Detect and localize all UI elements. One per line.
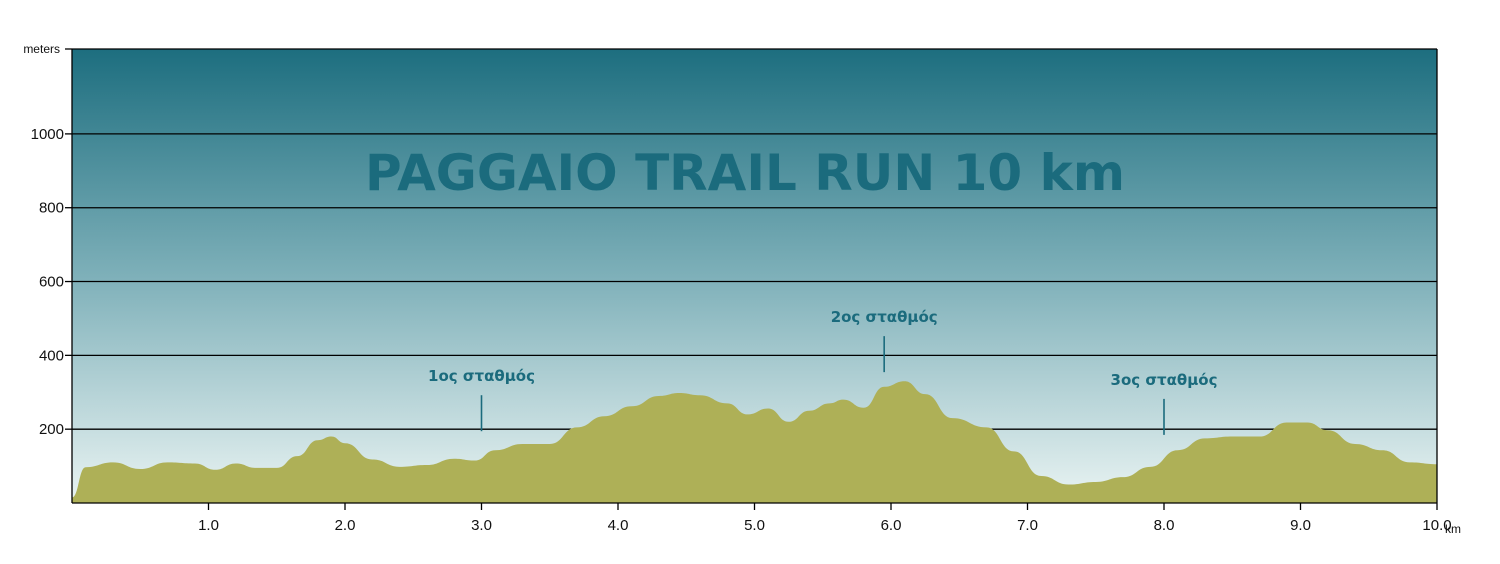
elevation-area [72, 381, 1437, 503]
y-tick-label: 200 [39, 421, 64, 438]
x-tick-label: 9.0 [1290, 517, 1311, 534]
x-tick-label: 3.0 [471, 517, 492, 534]
grid-lines [72, 133, 1437, 430]
y-tick-label: 600 [39, 274, 64, 291]
x-tick-label: 5.0 [744, 517, 765, 534]
y-tick-label: 800 [39, 200, 64, 217]
x-tick-label: 4.0 [608, 517, 629, 534]
x-tick-label: 2.0 [335, 517, 356, 534]
y-tick-label: 400 [39, 347, 64, 364]
y-axis-label: meters [23, 42, 60, 56]
station-label-1: 1ος σταθμός [428, 367, 535, 385]
x-tick-label: 8.0 [1154, 517, 1175, 534]
x-axis-label: km [1445, 522, 1461, 536]
x-tick-label: 6.0 [881, 517, 902, 534]
station-label-2: 2ος σταθμός [831, 308, 938, 326]
y-tick-label: 1000 [31, 126, 64, 143]
x-tick-label: 7.0 [1017, 517, 1038, 534]
station-label-3: 3ος σταθμός [1111, 371, 1218, 389]
chart-title: PAGGAIO TRAIL RUN 10 km [365, 144, 1125, 202]
station-annotations: 1ος σταθμός 2ος σταθμός 3ος σταθμός [428, 308, 1217, 435]
x-tick-label: 10.0 [1422, 517, 1451, 534]
x-tick-label: 1.0 [198, 517, 219, 534]
tick-labels: 200 400 600 800 1000 1.0 2.0 3.0 4.0 5.0 6.0 7.0 8.0… [31, 48, 1452, 534]
